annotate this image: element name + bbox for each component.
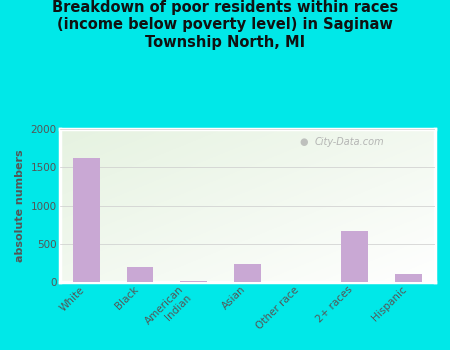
Bar: [126, 266, 153, 282]
Bar: [395, 274, 422, 282]
Text: Breakdown of poor residents within races
(income below poverty level) in Saginaw: Breakdown of poor residents within races…: [52, 0, 398, 50]
Y-axis label: absolute numbers: absolute numbers: [15, 149, 25, 262]
Bar: [73, 158, 100, 282]
Bar: [180, 281, 207, 282]
Bar: [341, 231, 368, 282]
Bar: [234, 264, 261, 282]
Text: City-Data.com: City-Data.com: [315, 137, 384, 147]
Text: ●: ●: [300, 137, 308, 147]
